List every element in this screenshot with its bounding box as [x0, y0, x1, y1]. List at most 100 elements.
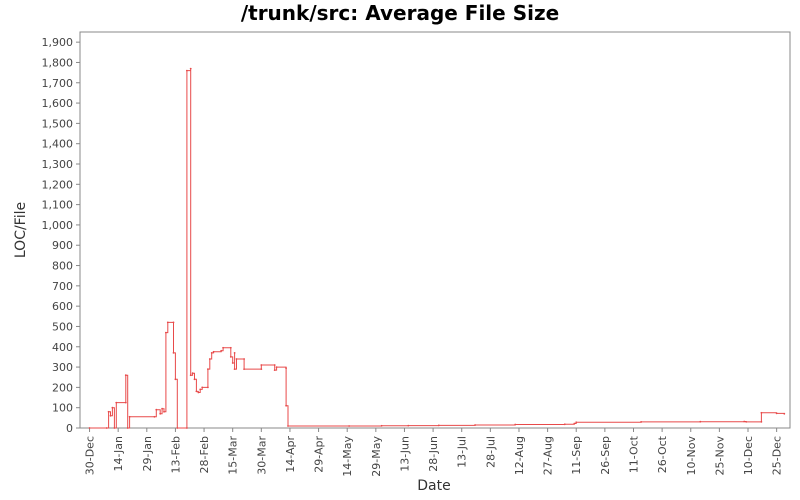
- x-tick-label: 25-Nov: [713, 436, 726, 476]
- data-point: [105, 427, 108, 429]
- data-point: [195, 390, 198, 393]
- data-point: [287, 425, 289, 427]
- x-tick-label: 11-Oct: [627, 435, 640, 473]
- x-tick-label: 30-Mar: [255, 436, 268, 475]
- data-point: [155, 408, 158, 411]
- y-tick-label: 1,200: [42, 178, 74, 191]
- x-tick-label: 12-Aug: [513, 436, 526, 475]
- y-tick-label: 200: [52, 381, 73, 394]
- y-tick-label: 1,400: [42, 138, 74, 151]
- x-tick-label: 29-May: [370, 436, 383, 477]
- chart-title: /trunk/src: Average File Size: [241, 1, 559, 25]
- data-point: [380, 424, 383, 427]
- data-point: [285, 367, 287, 369]
- data-point: [783, 412, 786, 415]
- y-tick-label: 1,000: [42, 219, 74, 232]
- x-tick-label: 30-Dec: [84, 436, 97, 475]
- data-point: [210, 352, 213, 354]
- data-point: [275, 366, 278, 368]
- y-tick-label: 100: [52, 402, 73, 415]
- data-point: [207, 368, 209, 370]
- data-point: [199, 388, 202, 391]
- y-tick-label: 1,900: [42, 36, 74, 49]
- x-tick-label: 26-Oct: [656, 435, 669, 473]
- data-point: [573, 422, 576, 425]
- data-point: [107, 410, 110, 413]
- data-point: [163, 410, 165, 413]
- x-tick-label: 28-Jul: [484, 436, 497, 468]
- x-tick-label: 28-Feb: [198, 436, 211, 473]
- y-tick-label: 1,100: [42, 199, 74, 212]
- data-point: [233, 352, 236, 354]
- data-point: [407, 424, 410, 427]
- x-tick-label: 13-Jun: [398, 436, 411, 472]
- data-point: [212, 350, 215, 353]
- data-point: [165, 331, 167, 334]
- data-point: [197, 391, 200, 394]
- y-axis-label: LOC/File: [13, 202, 29, 258]
- data-point: [743, 420, 746, 423]
- data-point: [193, 378, 196, 381]
- y-tick-label: 700: [52, 280, 73, 293]
- data-point: [189, 67, 192, 70]
- y-tick-label: 900: [52, 239, 73, 252]
- data-point: [191, 372, 194, 375]
- data-point: [166, 321, 169, 324]
- y-tick-label: 800: [52, 260, 73, 273]
- data-point: [189, 374, 192, 377]
- x-tick-label: 14-Jan: [112, 436, 125, 472]
- data-point: [575, 421, 578, 424]
- data-point: [201, 386, 204, 389]
- data-point: [233, 368, 236, 370]
- x-tick-label: 15-Mar: [227, 436, 240, 475]
- data-point: [514, 423, 517, 426]
- data-point: [563, 423, 566, 426]
- data-point: [172, 352, 175, 354]
- data-point: [273, 369, 276, 371]
- data-point: [159, 412, 162, 415]
- y-tick-label: 500: [52, 320, 73, 333]
- y-tick-label: 0: [66, 422, 73, 435]
- data-point: [186, 69, 188, 72]
- data-point: [243, 358, 246, 360]
- data-point: [243, 368, 246, 370]
- data-point: [231, 362, 234, 364]
- y-tick-label: 400: [52, 341, 73, 354]
- data-point: [474, 424, 476, 426]
- data-point: [220, 349, 223, 352]
- plot-area: [79, 31, 791, 429]
- x-tick-label: 13-Jul: [456, 436, 469, 468]
- x-tick-label: 25-Dec: [771, 436, 784, 475]
- data-point: [88, 427, 91, 429]
- data-point: [760, 411, 763, 414]
- data-point: [229, 346, 232, 349]
- data-point: [235, 358, 238, 360]
- data-point: [124, 401, 127, 404]
- data-point: [775, 412, 778, 415]
- data-point: [128, 415, 131, 418]
- data-point: [126, 427, 129, 429]
- data-point: [113, 427, 116, 429]
- x-axis: 30-Dec 14-Jan 29-Jan 13-Feb 28-Feb 15-Mar 30-M…: [84, 428, 784, 477]
- data-point: [115, 401, 118, 404]
- data-point: [176, 427, 179, 429]
- x-tick-label: 29-Jan: [141, 436, 154, 472]
- data-point: [208, 358, 211, 360]
- data-point: [111, 406, 114, 409]
- data-point: [285, 404, 287, 407]
- data-point: [260, 364, 263, 366]
- data-point: [260, 368, 263, 370]
- data-point: [172, 321, 175, 324]
- data-point: [229, 356, 232, 358]
- data-point: [161, 407, 164, 410]
- data-point: [640, 421, 642, 423]
- data-point: [174, 378, 177, 381]
- data-point: [348, 425, 350, 427]
- y-tick-label: 1,800: [42, 56, 74, 69]
- data-point: [153, 415, 156, 418]
- x-tick-label: 28-Jun: [427, 436, 440, 472]
- data-point: [222, 346, 225, 349]
- data-point: [760, 421, 763, 423]
